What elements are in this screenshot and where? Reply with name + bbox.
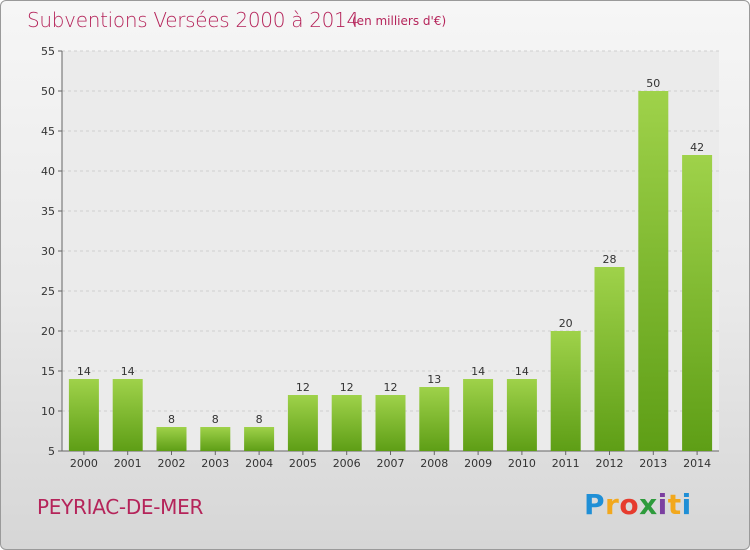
y-tick-label: 10 [41, 405, 55, 418]
y-tick-label: 25 [41, 285, 55, 298]
y-tick-label: 30 [41, 245, 55, 258]
bar [200, 427, 231, 451]
x-tick-label: 2006 [333, 457, 361, 470]
place-name: PEYRIAC-DE-MER [37, 495, 204, 519]
bar-value-label: 14 [471, 365, 485, 378]
bar-value-label: 14 [77, 365, 91, 378]
y-tick-label: 45 [41, 125, 55, 138]
bar [550, 331, 581, 451]
y-tick-label: 35 [41, 205, 55, 218]
x-tick-label: 2003 [201, 457, 229, 470]
x-tick-label: 2014 [683, 457, 711, 470]
bar [112, 379, 143, 451]
bar-value-label: 12 [296, 381, 310, 394]
y-tick-label: 20 [41, 325, 55, 338]
chart-title: Subventions Versées 2000 à 2014 [27, 8, 359, 32]
x-tick-label: 2009 [464, 457, 492, 470]
y-tick-label: 15 [41, 365, 55, 378]
brand-letter: i [681, 488, 692, 521]
y-tick-label: 40 [41, 165, 55, 178]
bar [287, 395, 318, 451]
x-tick-label: 2010 [508, 457, 536, 470]
brand-letter: o [619, 488, 640, 521]
bar-value-label: 12 [384, 381, 398, 394]
bar [375, 395, 406, 451]
y-tick-label: 55 [41, 45, 55, 58]
brand-letter: t [667, 488, 682, 521]
x-tick-label: 2013 [639, 457, 667, 470]
bar-value-label: 20 [559, 317, 573, 330]
y-tick-label: 50 [41, 85, 55, 98]
brand-logo: Proxiti [584, 488, 692, 521]
bar-value-label: 13 [427, 373, 441, 386]
brand-letter: P [584, 488, 606, 521]
bar-value-label: 50 [646, 77, 660, 90]
y-tick-label: 5 [48, 445, 55, 458]
x-tick-label: 2012 [596, 457, 624, 470]
x-tick-label: 2011 [552, 457, 580, 470]
chart-unit: (en milliers d'€) [352, 14, 447, 28]
x-tick-label: 2007 [377, 457, 405, 470]
bar-value-label: 8 [168, 413, 175, 426]
bar [156, 427, 187, 451]
brand-letter: i [657, 488, 668, 521]
bar-value-label: 28 [603, 253, 617, 266]
brand-letter: x [639, 488, 658, 521]
bar [68, 379, 99, 451]
x-tick-label: 2004 [245, 457, 273, 470]
x-tick-label: 2001 [114, 457, 142, 470]
bar [331, 395, 362, 451]
bar [594, 267, 625, 451]
bar-value-label: 14 [515, 365, 529, 378]
bar [682, 155, 713, 451]
bar-value-label: 12 [340, 381, 354, 394]
x-tick-label: 2002 [158, 457, 186, 470]
bar-value-label: 8 [256, 413, 263, 426]
bar [463, 379, 494, 451]
bar [638, 91, 669, 451]
x-tick-label: 2005 [289, 457, 317, 470]
bar-value-label: 8 [212, 413, 219, 426]
bar [506, 379, 537, 451]
bar-value-label: 14 [121, 365, 135, 378]
x-tick-label: 2000 [70, 457, 98, 470]
bar [244, 427, 275, 451]
x-tick-label: 2008 [420, 457, 448, 470]
brand-letter: r [605, 488, 620, 521]
bar-value-label: 42 [690, 141, 704, 154]
bar [419, 387, 450, 451]
